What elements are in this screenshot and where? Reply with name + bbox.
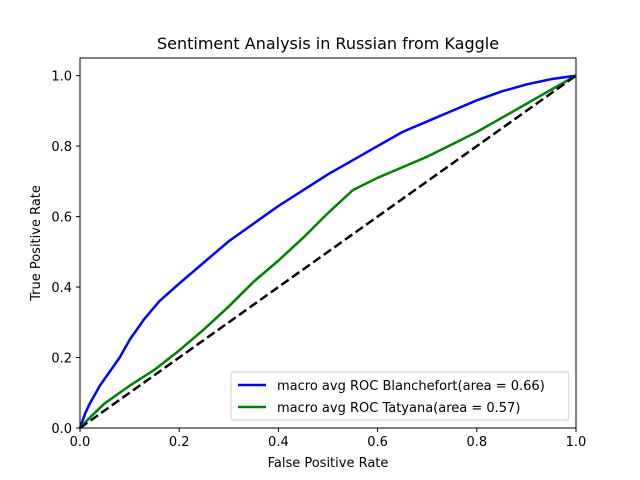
y-tick-label: 1.0 [51,70,72,85]
legend-label-blanchefort: macro avg ROC Blanchefort(area = 0.66) [277,379,545,394]
y-tick-label: 0.8 [51,140,72,155]
x-tick-label: 0.0 [70,435,91,450]
chart-title: Sentiment Analysis in Russian from Kaggl… [157,34,499,53]
series-layer [78,74,577,430]
y-axis-label: True Positive Rate [29,185,44,302]
plot-frame [79,57,577,429]
x-tick-label: 0.2 [169,435,190,450]
y-tick-label: 0.2 [51,352,72,367]
legend-box [230,371,570,421]
x-tick-label: 0.4 [268,435,289,450]
series-line-chance-diagonal [79,74,577,430]
series-line-tatyana [79,74,577,429]
x-axis-label: False Positive Rate [268,456,389,471]
y-tick-label: 0.4 [51,281,72,296]
series-line-blanchefort [78,74,577,429]
legend-label-tatyana: macro avg ROC Tatyana(area = 0.57) [277,401,520,416]
x-tick-label: 1.0 [566,435,587,450]
x-tick-label: 0.8 [466,435,487,450]
x-axis-ticks: 0.0 0.2 0.4 0.6 0.8 1.0 [70,428,587,450]
legend: macro avg ROC Blanchefort(area = 0.66) m… [230,371,570,421]
y-tick-label: 0.0 [51,422,72,437]
y-tick-label: 0.6 [51,211,72,226]
y-axis-ticks: 0.0 0.2 0.4 0.6 0.8 1.0 [51,70,80,437]
x-tick-label: 0.6 [367,435,388,450]
